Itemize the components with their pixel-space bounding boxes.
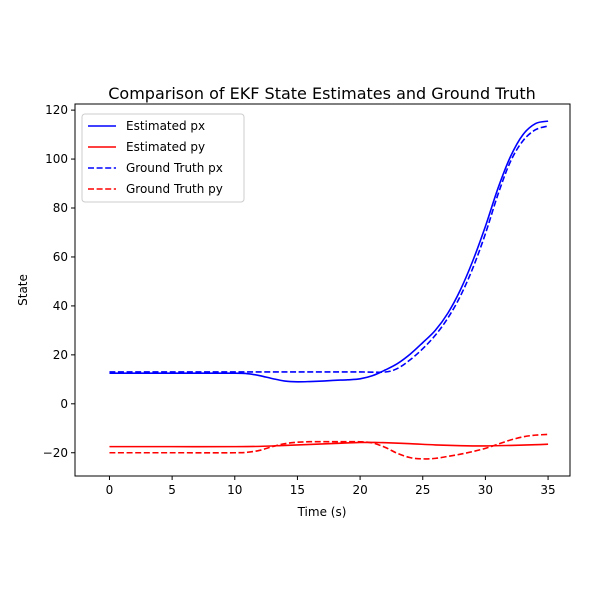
series-line-1 bbox=[109, 120, 549, 383]
y-tick-label: 60 bbox=[53, 250, 68, 264]
legend: Estimated px Estimated py Ground Truth px G… bbox=[81, 113, 245, 203]
x-tick-label: 35 bbox=[540, 483, 555, 497]
x-tick-label: 0 bbox=[106, 483, 114, 497]
x-tick-label: 5 bbox=[168, 483, 176, 497]
y-tick-label: −20 bbox=[43, 446, 68, 460]
y-axis: −20 0 20 40 60 80 100 120 bbox=[43, 103, 75, 460]
y-tick-label: 120 bbox=[45, 103, 68, 117]
series-line-4 bbox=[109, 433, 549, 460]
chart-title: Comparison of EKF State Estimates and Gr… bbox=[108, 84, 536, 103]
legend-label: Ground Truth px bbox=[126, 161, 223, 175]
y-axis-label: State bbox=[16, 274, 30, 306]
y-tick-label: 20 bbox=[53, 348, 68, 362]
x-tick-label: 30 bbox=[478, 483, 493, 497]
y-tick-label: 0 bbox=[60, 397, 68, 411]
plot-area bbox=[109, 120, 549, 460]
y-tick-label: 100 bbox=[45, 152, 68, 166]
legend-label: Ground Truth py bbox=[126, 182, 223, 196]
y-tick-label: 40 bbox=[53, 299, 68, 313]
x-axis-label: Time (s) bbox=[297, 505, 347, 519]
legend-box bbox=[81, 113, 245, 203]
x-tick-label: 20 bbox=[352, 483, 367, 497]
y-tick-label: 80 bbox=[53, 201, 68, 215]
x-tick-label: 15 bbox=[290, 483, 305, 497]
x-tick-label: 10 bbox=[227, 483, 242, 497]
legend-label: Estimated py bbox=[126, 140, 205, 154]
x-axis: 0 5 10 15 20 25 30 35 bbox=[106, 476, 556, 497]
x-tick-label: 25 bbox=[415, 483, 430, 497]
legend-label: Estimated px bbox=[126, 119, 205, 133]
series-line-3 bbox=[109, 125, 549, 374]
plot-frame bbox=[74, 103, 571, 477]
